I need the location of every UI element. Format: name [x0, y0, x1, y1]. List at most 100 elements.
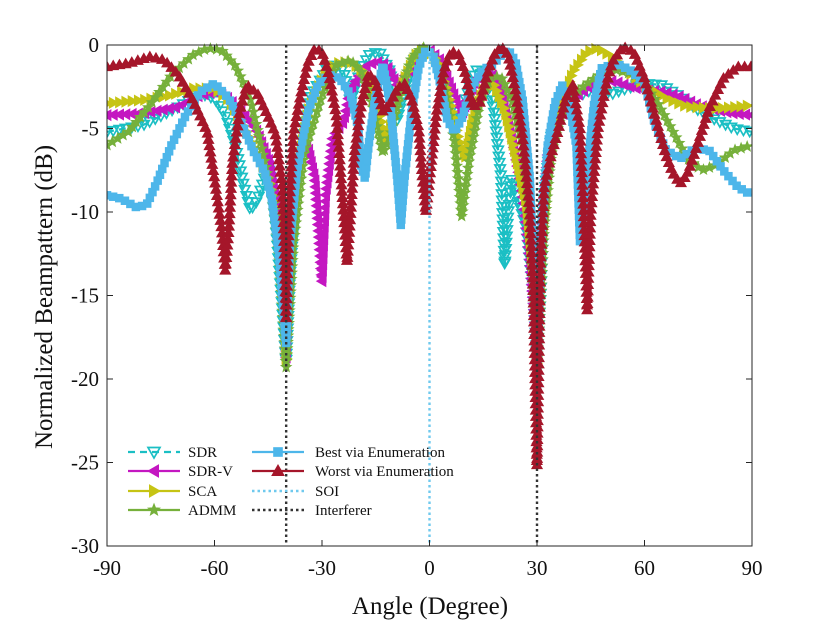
- data-point: [230, 125, 243, 137]
- data-point: [231, 64, 245, 77]
- data-point: [717, 101, 729, 115]
- data-point: [598, 84, 611, 95]
- data-point: [582, 278, 595, 290]
- legend-label: Interferer: [315, 503, 372, 519]
- data-point: [498, 77, 511, 90]
- data-point: [541, 162, 555, 174]
- data-point: [353, 107, 367, 118]
- data-point: [703, 100, 716, 112]
- data-point: [538, 181, 551, 193]
- x-tick-label: 90: [742, 556, 763, 580]
- data-point: [248, 111, 262, 124]
- data-point: [681, 166, 694, 177]
- data-point: [249, 117, 263, 130]
- data-point: [426, 141, 439, 153]
- data-point: [657, 89, 668, 102]
- y-tick-label: -5: [82, 117, 100, 141]
- data-point: [346, 56, 360, 68]
- legend-label: ADMM: [188, 503, 236, 519]
- data-point: [286, 135, 299, 146]
- data-point: [220, 251, 233, 263]
- legend-label: SCA: [188, 484, 217, 500]
- data-point: [588, 165, 601, 176]
- y-axis-label: Normalized Beampattern (dB): [31, 145, 58, 449]
- data-point: [549, 132, 562, 144]
- data-point: [492, 157, 507, 170]
- data-point: [219, 263, 232, 275]
- data-point: [224, 182, 238, 193]
- legend-item-best-via-enumeration: Best via Enumeration: [252, 445, 445, 461]
- data-point: [288, 122, 301, 134]
- data-point: [583, 246, 596, 258]
- data-point: [438, 60, 452, 72]
- data-point: [343, 219, 356, 231]
- data-point: [500, 231, 514, 244]
- data-point: [347, 150, 361, 162]
- data-point: [289, 116, 302, 128]
- data-point: [122, 125, 135, 138]
- data-point: [583, 234, 596, 245]
- data-point: [597, 90, 610, 101]
- data-point: [384, 96, 397, 108]
- legend-marker: [146, 446, 162, 460]
- data-point: [293, 91, 307, 103]
- data-point: [707, 114, 721, 126]
- data-point: [256, 148, 270, 161]
- data-point: [130, 115, 143, 128]
- data-point: [373, 132, 386, 145]
- data-point: [593, 115, 606, 126]
- data-point: [591, 42, 602, 56]
- data-point: [430, 110, 443, 121]
- data-point: [499, 244, 513, 256]
- data-point: [234, 101, 247, 112]
- legend-item-interferer: Interferer: [252, 503, 372, 519]
- data-point: [239, 190, 254, 203]
- data-point: [312, 99, 326, 111]
- data-point: [171, 87, 182, 100]
- data-point: [295, 85, 308, 97]
- data-point: [582, 272, 595, 283]
- data-point: [488, 120, 503, 132]
- data-point: [133, 94, 145, 107]
- data-point: [346, 175, 359, 187]
- data-point: [449, 94, 461, 107]
- data-point: [531, 439, 544, 451]
- y-tick-label: -25: [71, 451, 99, 475]
- data-point: [536, 206, 549, 218]
- data-point: [234, 69, 247, 82]
- data-point: [224, 194, 237, 206]
- data-point: [539, 175, 552, 186]
- data-point: [658, 108, 671, 121]
- data-point: [610, 48, 624, 60]
- data-point: [590, 140, 603, 151]
- data-point: [494, 176, 508, 189]
- data-point: [683, 160, 697, 171]
- data-point: [493, 164, 507, 176]
- data-point: [252, 129, 266, 142]
- data-point: [433, 91, 446, 103]
- data-point: [430, 104, 443, 115]
- data-point: [219, 257, 232, 269]
- data-point: [492, 151, 506, 164]
- data-point: [476, 83, 490, 95]
- data-point: [490, 132, 504, 145]
- plot-area: [107, 41, 752, 546]
- data-point: [287, 129, 300, 140]
- data-point: [543, 156, 556, 168]
- data-point: [137, 105, 151, 118]
- data-point: [220, 117, 235, 130]
- data-point: [346, 182, 359, 193]
- data-point: [387, 90, 400, 102]
- data-point: [220, 49, 233, 62]
- data-point: [251, 123, 264, 136]
- data-point: [347, 163, 360, 174]
- data-point: [554, 114, 567, 125]
- data-point: [445, 82, 457, 95]
- data-point: [283, 185, 297, 197]
- data-point: [436, 73, 449, 84]
- data-point: [668, 95, 680, 108]
- data-point: [281, 267, 294, 279]
- data-point: [600, 77, 613, 89]
- data-point: [494, 170, 508, 183]
- data-point: [400, 65, 414, 77]
